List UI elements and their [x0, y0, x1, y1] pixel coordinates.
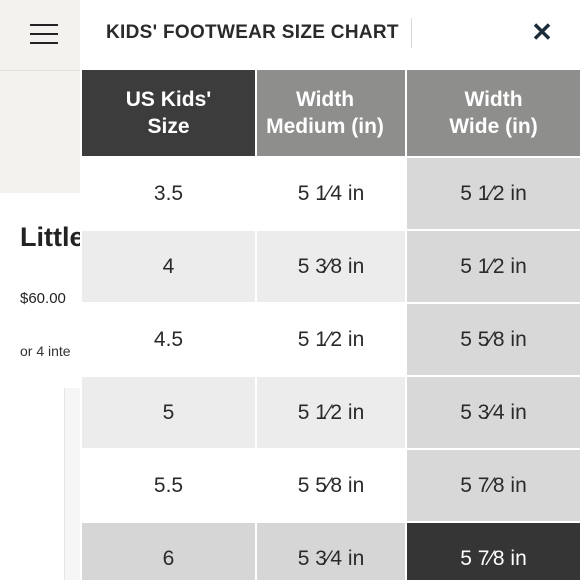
- size-chart-table: US Kids' Size Width Medium (in) Width Wi…: [80, 68, 580, 580]
- table-row: 4 5 3⁄8 in 5 1⁄2 in: [80, 229, 580, 304]
- medium-width-cell: 5 3⁄8 in: [255, 229, 407, 304]
- site-header: [0, 0, 80, 71]
- medium-width-cell: 5 5⁄8 in: [255, 448, 407, 523]
- table-header-row: US Kids' Size Width Medium (in) Width Wi…: [80, 68, 580, 158]
- medium-width-cell: 5 1⁄4 in: [255, 156, 407, 231]
- size-cell: 5: [80, 375, 257, 450]
- column-header-line: Width: [464, 88, 523, 111]
- column-header-line: Size: [147, 115, 190, 138]
- wide-width-cell: 5 1⁄2 in: [405, 229, 580, 304]
- column-header-wide: Width Wide (in): [405, 68, 580, 158]
- product-price: $60.00: [20, 290, 66, 307]
- table-row: 5.5 5 5⁄8 in 5 7⁄8 in: [80, 448, 580, 523]
- size-cell: 5.5: [80, 448, 257, 523]
- modal-header: KIDS' FOOTWEAR SIZE CHART ✕: [80, 0, 580, 68]
- medium-width-cell: 5 1⁄2 in: [255, 375, 407, 450]
- size-cell: 4: [80, 229, 257, 304]
- product-title: Little: [20, 222, 85, 252]
- wide-width-cell: 5 7⁄8 in: [405, 448, 580, 523]
- hamburger-line: [30, 42, 58, 44]
- medium-width-cell: 5 1⁄2 in: [255, 302, 407, 377]
- size-cell: 3.5: [80, 156, 257, 231]
- medium-width-cell: 5 3⁄4 in: [255, 521, 407, 580]
- table-row-selected: 6 5 3⁄4 in 5 7⁄8 in: [80, 521, 580, 580]
- column-header-medium: Width Medium (in): [255, 68, 407, 158]
- column-header-line: Width: [295, 88, 355, 111]
- table-row: 3.5 5 1⁄4 in 5 1⁄2 in: [80, 156, 580, 231]
- wide-width-cell: 5 5⁄8 in: [405, 302, 580, 377]
- table-row: 5 5 1⁄2 in 5 3⁄4 in: [80, 375, 580, 450]
- product-thumbnail: [64, 388, 81, 580]
- wide-width-cell-highlighted: 5 7⁄8 in: [405, 521, 580, 580]
- close-icon[interactable]: ✕: [531, 17, 553, 47]
- title-divider: [411, 18, 412, 48]
- installments-text: or 4 inte: [20, 343, 71, 359]
- size-chart-modal: KIDS' FOOTWEAR SIZE CHART ✕ US Kids' Siz…: [80, 0, 580, 580]
- column-header-line: Medium (in): [266, 115, 384, 138]
- hamburger-line: [30, 24, 58, 26]
- column-header-line: Wide (in): [449, 115, 538, 138]
- size-cell: 6: [80, 521, 257, 580]
- column-header-size: US Kids' Size: [80, 68, 257, 158]
- table-row: 4.5 5 1⁄2 in 5 5⁄8 in: [80, 302, 580, 377]
- column-header-line: US Kids': [125, 88, 212, 111]
- product-image-area: [0, 71, 80, 193]
- wide-width-cell: 5 1⁄2 in: [405, 156, 580, 231]
- hamburger-line: [30, 33, 58, 35]
- hamburger-menu-icon[interactable]: [30, 24, 58, 44]
- size-cell: 4.5: [80, 302, 257, 377]
- modal-title: KIDS' FOOTWEAR SIZE CHART: [106, 22, 399, 43]
- wide-width-cell: 5 3⁄4 in: [405, 375, 580, 450]
